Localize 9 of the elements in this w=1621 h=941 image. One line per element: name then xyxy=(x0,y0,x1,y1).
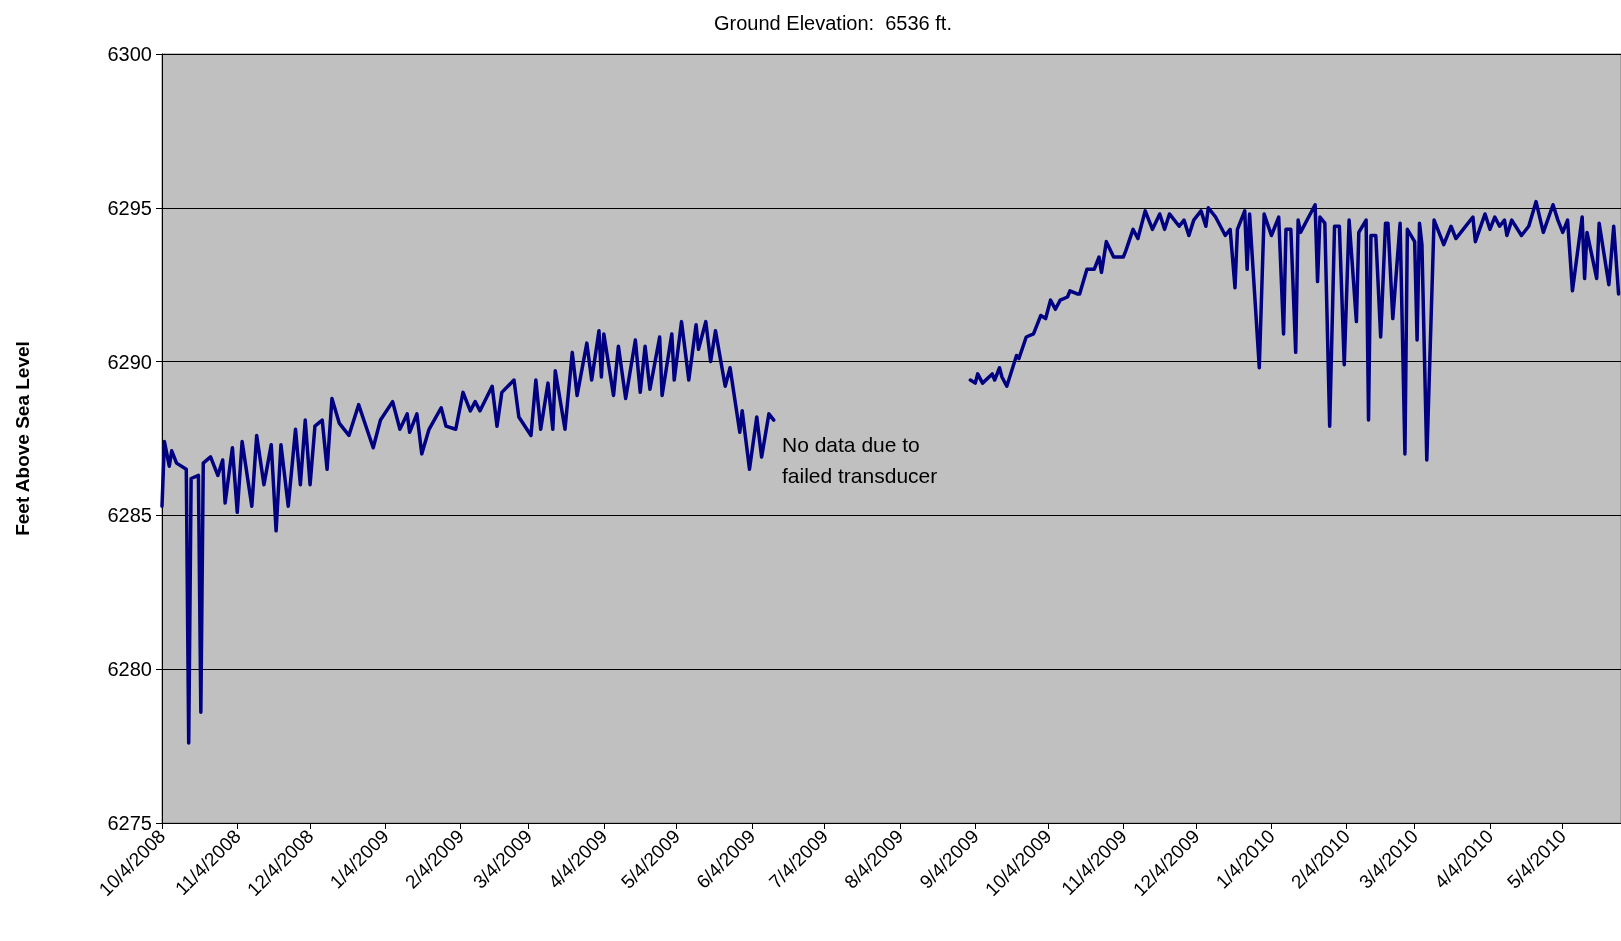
annotation: No data due to failed transducer xyxy=(782,433,938,487)
y-tick-label: 6290 xyxy=(107,350,152,373)
y-tick-label: 6280 xyxy=(107,658,152,681)
y-axis-title: Feet Above Sea Level xyxy=(12,341,33,536)
y-tick-label: 6295 xyxy=(107,196,152,219)
y-tick-label: 6285 xyxy=(107,504,152,527)
y-tick-label: 6300 xyxy=(107,43,152,65)
y-tick-label: 6275 xyxy=(107,812,152,834)
chart-title: Ground Elevation: 6536 ft. xyxy=(714,12,952,34)
